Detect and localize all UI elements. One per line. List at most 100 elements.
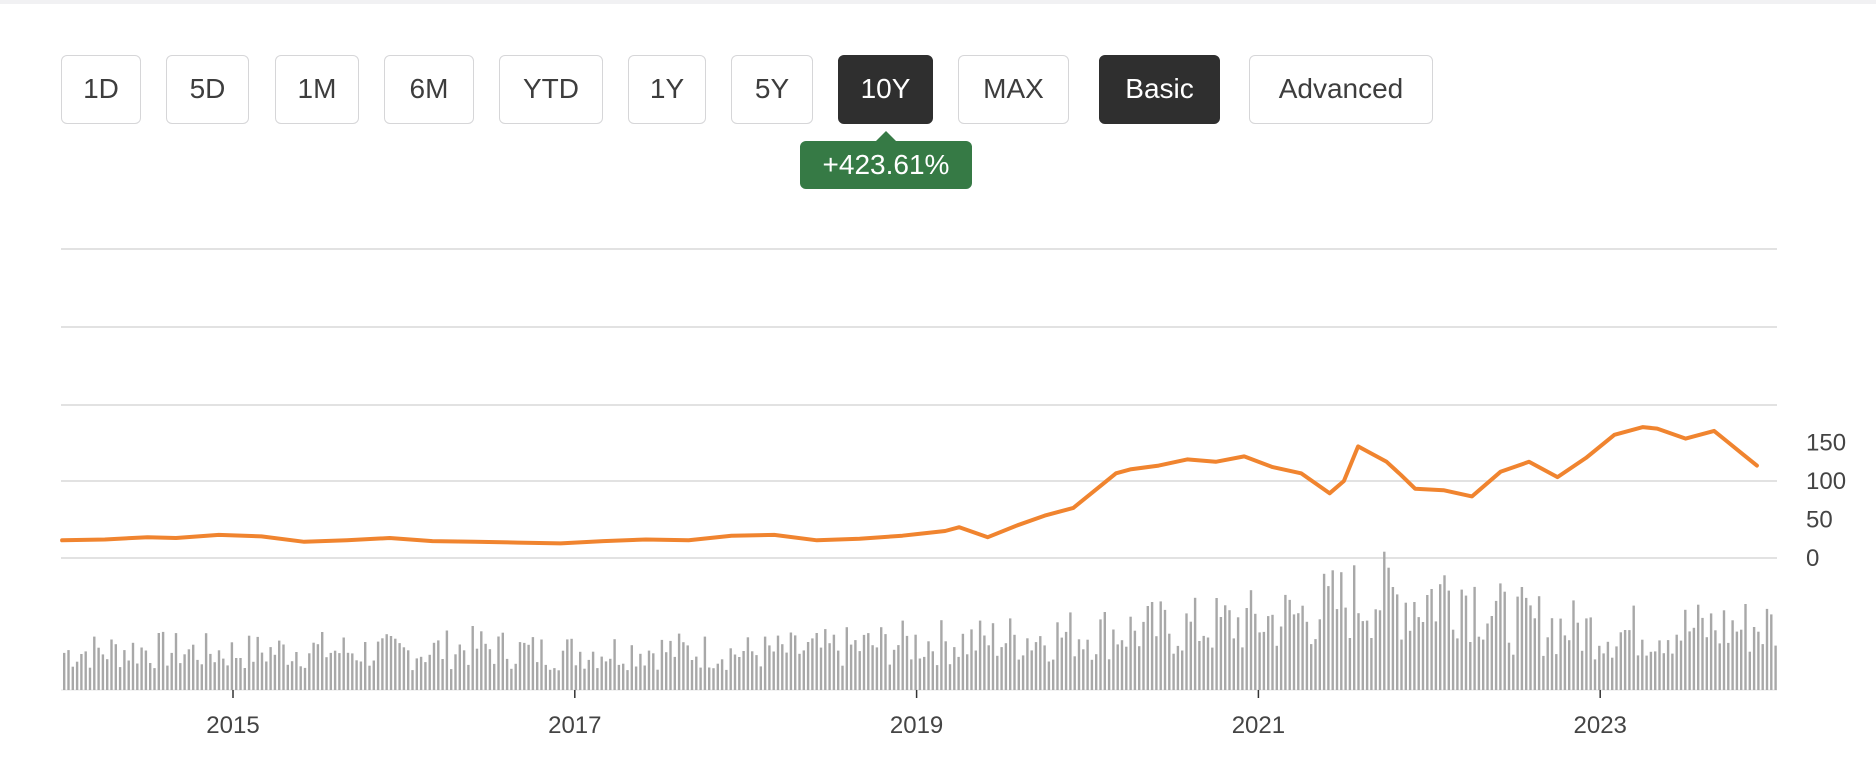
volume-bar — [415, 658, 418, 690]
range-button-ytd[interactable]: YTD — [499, 55, 603, 124]
volume-bar — [1017, 659, 1020, 690]
chart-toolbar: 1D 5D 1M 6M YTD 1Y 5Y 10Y MAX Basic Adva… — [0, 0, 1876, 200]
volume-bar — [591, 651, 595, 690]
volume-bar — [80, 654, 83, 690]
volume-bar — [884, 634, 887, 690]
volume-bar — [1443, 575, 1446, 690]
volume-bar — [1077, 639, 1081, 690]
range-button-1d[interactable]: 1D — [61, 55, 141, 124]
volume-bar — [1593, 659, 1597, 690]
volume-bar — [634, 666, 638, 690]
volume-bar — [1679, 640, 1683, 690]
volume-bar — [897, 645, 900, 690]
volume-bar — [720, 659, 724, 690]
volume-bar — [1490, 616, 1493, 690]
volume-bar — [200, 664, 203, 690]
gridlines — [61, 248, 1777, 691]
volume-bar — [1580, 650, 1584, 690]
range-button-10y[interactable]: 10Y — [838, 55, 933, 124]
volume-bar — [467, 664, 470, 690]
volume-bar — [144, 650, 148, 690]
volume-bar — [1112, 629, 1115, 690]
volume-bar — [858, 651, 861, 690]
volume-bar — [1572, 600, 1575, 690]
volume-bar — [497, 636, 500, 690]
volume-bar — [1383, 551, 1386, 690]
volume-bar — [987, 645, 990, 690]
volume-bar — [892, 649, 896, 690]
mode-button-basic[interactable]: Basic — [1099, 55, 1220, 124]
range-button-1m[interactable]: 1M — [275, 55, 359, 124]
volume-bar — [398, 643, 401, 690]
volume-bar — [609, 658, 612, 690]
volume-bar — [1714, 630, 1717, 690]
volume-bar — [1426, 595, 1429, 690]
volume-bar — [338, 653, 341, 690]
volume-bar — [1486, 623, 1489, 690]
volume-bar — [557, 670, 560, 690]
volume-bar — [794, 635, 797, 690]
volume-bar — [841, 665, 844, 690]
volume-bar — [1705, 637, 1708, 690]
volume-bar — [1082, 649, 1085, 690]
volume-bar — [1473, 586, 1476, 690]
volume-bar — [905, 635, 909, 690]
volume-bar — [802, 650, 805, 690]
volume-bar — [910, 659, 913, 690]
volume-bar — [626, 670, 629, 690]
volume-bar — [278, 640, 281, 690]
volume-bar — [815, 633, 818, 690]
volume-bar — [944, 641, 947, 690]
volume-bar — [1198, 641, 1201, 690]
volume-bar — [1073, 656, 1076, 690]
volume-bar — [733, 654, 737, 690]
volume-bar — [604, 661, 608, 690]
volume-bar — [1039, 636, 1042, 690]
volume-bar — [441, 659, 444, 690]
volume-bar — [1168, 633, 1171, 690]
volume-bar — [402, 647, 406, 690]
volume-bar — [729, 648, 732, 690]
range-button-1y[interactable]: 1Y — [628, 55, 706, 124]
range-button-max[interactable]: MAX — [958, 55, 1069, 124]
volume-bar — [93, 636, 96, 690]
change-percent-badge: +423.61% — [800, 131, 972, 189]
volume-bar — [991, 623, 995, 690]
volume-bar — [961, 633, 965, 690]
volume-bar — [1697, 604, 1700, 690]
volume-bar — [428, 654, 431, 690]
range-button-6m[interactable]: 6M — [384, 55, 474, 124]
volume-bar — [1413, 602, 1416, 690]
volume-bar — [505, 658, 509, 690]
volume-bar — [1322, 573, 1326, 690]
volume-bar — [1142, 621, 1145, 690]
volume-bar — [1770, 614, 1773, 690]
volume-bar — [1297, 613, 1300, 690]
volume-bar — [1043, 645, 1046, 690]
volume-bar — [974, 650, 977, 690]
mode-button-advanced[interactable]: Advanced — [1249, 55, 1433, 124]
volume-bar — [1314, 639, 1317, 690]
volume-bar — [1232, 638, 1235, 690]
volume-bar — [471, 626, 474, 690]
volume-bar — [1224, 605, 1227, 690]
volume-bar — [1301, 605, 1304, 690]
volume-bar — [101, 654, 105, 690]
volume-bar — [849, 644, 853, 690]
volume-bar — [75, 661, 79, 690]
volume-bar — [1623, 630, 1627, 690]
volume-bar — [88, 667, 92, 690]
volume-bar — [368, 665, 371, 690]
volume-bar — [1701, 617, 1704, 690]
volume-bar — [1138, 646, 1141, 690]
range-button-5d[interactable]: 5D — [166, 55, 249, 124]
volume-bar — [501, 632, 504, 690]
volume-bar — [1254, 613, 1257, 690]
volume-bar — [548, 669, 552, 690]
volume-bar — [1116, 644, 1119, 690]
top-divider — [0, 0, 1876, 4]
range-button-5y[interactable]: 5Y — [731, 55, 813, 124]
volume-bar — [1615, 646, 1618, 690]
volume-bar — [1447, 590, 1450, 690]
